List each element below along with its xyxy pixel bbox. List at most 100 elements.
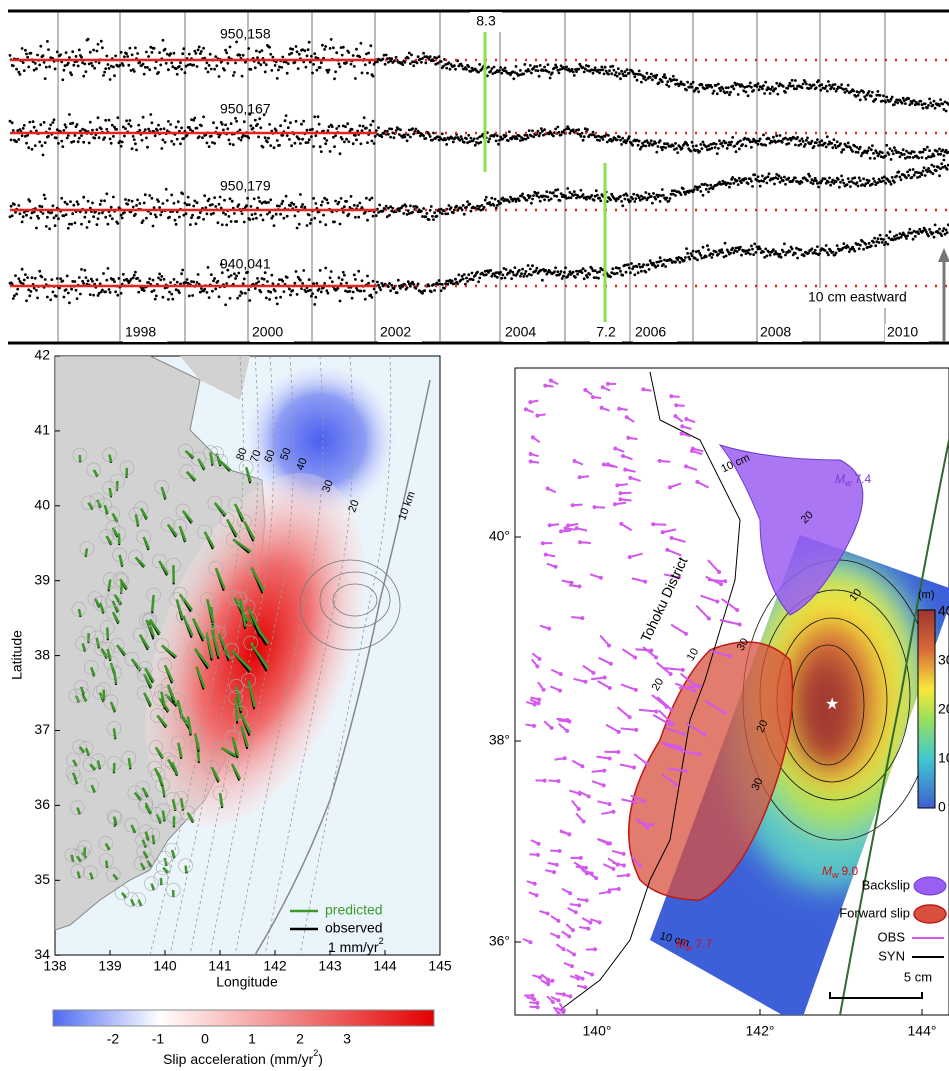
gps-point [415,61,419,65]
gps-point [341,270,345,274]
gps-point [360,129,364,133]
predicted-arrow [231,736,240,757]
obs-arrow [656,661,672,675]
gps-point [842,148,846,151]
gps-point [279,124,282,128]
magnitude-value: 9.0 [842,864,859,878]
gps-point [682,83,686,87]
predicted-arrow [193,733,201,751]
arrow-head [684,464,689,469]
gps-point [735,250,739,253]
gps-point [566,125,570,128]
gps-point [520,136,523,139]
gps-point [857,91,861,94]
arrow-head [556,918,561,923]
gps-point [354,134,357,137]
gps-point [143,65,147,69]
site [105,867,121,882]
gps-point [511,270,515,274]
predicted-arrow [113,672,118,685]
gps-point [864,97,868,101]
gps-point [460,274,464,278]
gps-point [510,277,513,280]
predicted-arrow [142,673,153,688]
arrow-head [580,865,585,870]
gps-point [905,237,908,240]
predicted-arrow [112,728,117,739]
arrow-head [578,855,583,860]
gps-point [136,198,140,202]
gps-point [918,175,922,179]
gps-point [224,123,228,127]
gps-point [409,284,412,288]
gps-point [282,216,286,220]
obs-arrow [719,619,740,626]
arrow-head [624,415,629,420]
gps-point [920,173,924,177]
arrow-head [577,584,582,589]
gps-point [76,64,80,68]
gps-point [212,279,215,283]
arrow-head [530,993,535,998]
gps-point [634,72,638,76]
gps-point [432,59,435,63]
gps-point [286,126,290,130]
gps-point [733,144,737,148]
gps-point [172,142,176,146]
gps-point [288,53,291,56]
gps-point [541,278,544,282]
colorbar-tick-label: 0 [201,1031,209,1047]
gps-point [321,43,324,47]
gps-point [626,198,630,202]
gps-point [734,150,738,154]
gps-point [48,127,51,131]
gps-point [268,298,271,301]
gps-point [121,64,125,67]
gps-point [905,176,908,180]
gps-point [623,263,627,267]
gps-point [387,285,390,288]
gps-point [447,61,451,65]
gps-point [369,44,373,48]
gps-point [341,45,345,49]
gps-point [365,196,368,200]
gps-point [134,212,137,216]
gps-point [557,71,561,75]
gps-point [744,144,748,148]
gps-point [214,55,218,58]
gps-point [720,182,724,186]
arrow-head [607,756,612,761]
gps-point [483,269,487,273]
gps-point [341,124,345,128]
gps-point [303,49,307,53]
gps-point [350,296,354,300]
gps-point [217,75,221,78]
gps-point [621,204,625,208]
predicted-arrow [106,627,110,640]
gps-point [710,146,714,150]
gps-point [739,245,742,249]
gps-point [43,77,47,80]
gps-point [593,194,597,198]
gps-point [835,140,839,144]
gps-point [654,141,658,145]
gps-point [761,87,764,91]
gps-point [150,196,154,200]
gps-point [299,278,302,282]
gps-point [932,154,936,158]
gps-point [638,73,642,76]
gps-point [377,211,380,214]
arrow-head [547,523,552,528]
obs-arrow [704,700,726,714]
site [225,730,240,745]
gps-point [831,83,835,87]
gps-point [93,66,97,70]
gps-point [338,299,342,303]
gps-point [403,135,407,139]
gps-point [71,212,75,216]
gps-point [670,78,674,82]
gps-point [938,147,941,151]
gps-point [262,113,266,117]
gps-point [586,275,589,279]
gps-point [737,248,741,251]
